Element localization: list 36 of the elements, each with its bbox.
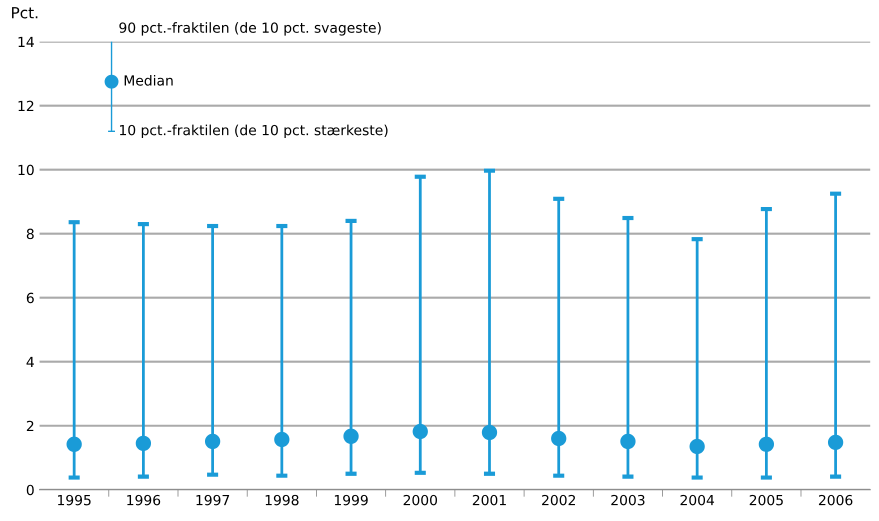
- point: [620, 434, 636, 450]
- x-tick-label: 1995: [58, 494, 91, 506]
- y-tick-label: 10: [18, 164, 34, 176]
- x-tick-label: 2005: [750, 494, 783, 506]
- y-tick-label: 4: [26, 356, 34, 367]
- x-tick-label: 2000: [404, 494, 438, 506]
- x-tick-label: 2002: [542, 494, 575, 506]
- y-axis-title: Pct.: [12, 7, 38, 18]
- y-tick-label: 14: [18, 36, 34, 47]
- y-tick-label: 6: [26, 292, 34, 304]
- y-tick-label: 0: [26, 484, 34, 496]
- x-tick-label: 1997: [196, 494, 230, 506]
- text: 90 pct.-fraktilen (de 10 pct. svageste): [119, 22, 381, 36]
- y-tick-label: 8: [26, 228, 34, 240]
- x-tick-label: 2001: [472, 494, 506, 506]
- point: [204, 434, 220, 450]
- annotation: 10 pct.-fraktilen (de 10 pct. stærkeste): [120, 124, 388, 138]
- point: [274, 432, 290, 448]
- x-tick-label: 2004: [680, 494, 714, 506]
- x-tick-label: 2003: [611, 494, 644, 506]
- point: [136, 436, 152, 451]
- point: [482, 424, 498, 440]
- x-tick-label: 1999: [334, 494, 368, 506]
- y-tick-label: 12: [18, 100, 34, 111]
- x-tick-label: 1996: [127, 494, 160, 506]
- y-tick-label: 2: [26, 420, 34, 432]
- point: [412, 424, 428, 440]
- legend-label: Median: [124, 74, 173, 86]
- point: [66, 436, 82, 452]
- x-tick-label: 2006: [818, 494, 852, 506]
- point: [690, 438, 705, 454]
- point: [551, 430, 566, 446]
- point: [828, 434, 844, 450]
- point: [758, 436, 774, 452]
- point: [343, 428, 359, 444]
- x-tick-label: 1998: [266, 494, 299, 506]
